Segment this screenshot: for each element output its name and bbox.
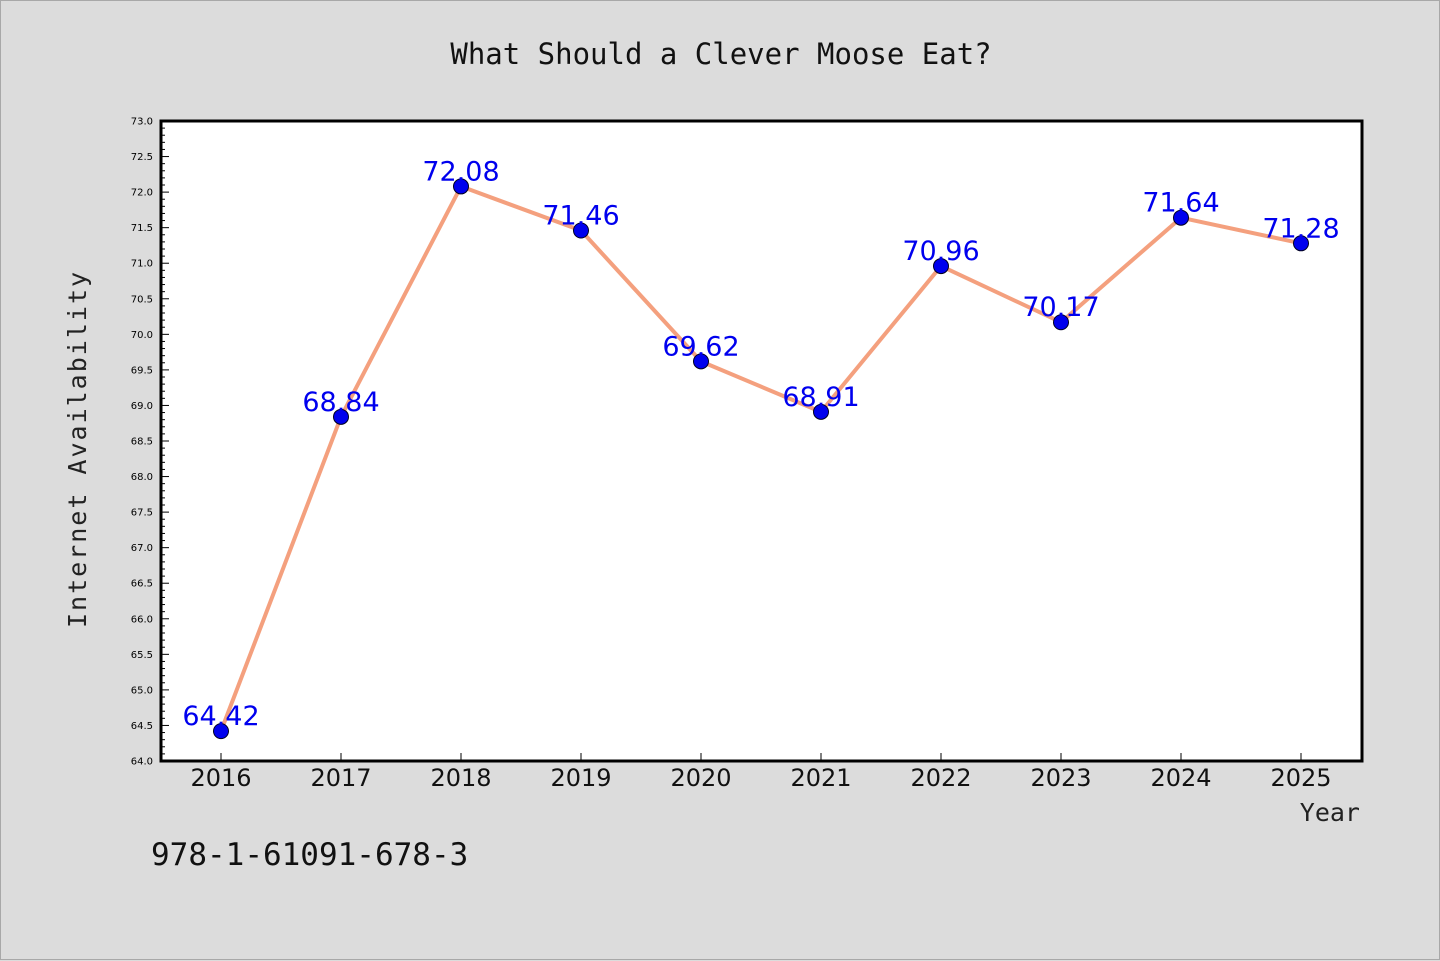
y-tick-label: 66.5 bbox=[131, 579, 153, 590]
data-point bbox=[1293, 235, 1309, 252]
y-tick-label: 65.0 bbox=[131, 685, 153, 696]
x-tick-label: 2024 bbox=[1150, 764, 1211, 792]
y-tick-label: 72.5 bbox=[131, 152, 153, 163]
y-tick-label: 69.0 bbox=[131, 401, 153, 412]
plot-area bbox=[159, 119, 1364, 763]
y-tick-label: 65.5 bbox=[131, 650, 153, 661]
x-tick-label: 2022 bbox=[910, 764, 971, 792]
y-tick-label: 66.0 bbox=[131, 614, 153, 625]
y-tick-label: 68.5 bbox=[131, 437, 153, 448]
y-tick-label: 64.5 bbox=[131, 721, 153, 732]
data-point bbox=[813, 403, 829, 420]
data-label: 71.46 bbox=[542, 201, 619, 232]
data-labels: 64.42 68.84 72.08 71.46 69.62 68.91 70.96 70.17… bbox=[182, 156, 1339, 732]
y-axis-ticks: 64.0 64.5 65.0 65.5 66.0 66.5 67.0 67.5 68.0 68.5… bbox=[131, 117, 169, 768]
x-axis-ticks: 2016 2017 2018 2019 2020 2021 2022 2023 2024 2025 bbox=[190, 753, 1332, 792]
data-label: 68.91 bbox=[782, 382, 859, 413]
data-point bbox=[573, 222, 589, 239]
data-point bbox=[213, 723, 229, 740]
x-tick-label: 2019 bbox=[550, 764, 611, 792]
y-tick-label: 71.0 bbox=[131, 259, 153, 270]
y-tick-label: 69.5 bbox=[131, 365, 153, 376]
data-point bbox=[1053, 314, 1069, 331]
x-tick-label: 2017 bbox=[310, 764, 371, 792]
series-line bbox=[219, 184, 1303, 734]
chart-title: What Should a Clever Moose Eat? bbox=[450, 37, 991, 71]
y-tick-label: 73.0 bbox=[131, 117, 153, 128]
data-label: 72.08 bbox=[422, 156, 499, 187]
data-series bbox=[213, 178, 1309, 740]
data-label: 70.96 bbox=[902, 236, 979, 267]
x-tick-label: 2025 bbox=[1270, 764, 1331, 792]
y-tick-label: 64.0 bbox=[131, 757, 153, 768]
data-label: 69.62 bbox=[662, 331, 739, 362]
y-tick-label: 70.0 bbox=[131, 330, 153, 341]
x-tick-label: 2018 bbox=[430, 764, 491, 792]
y-axis-label: Internet Availability bbox=[63, 270, 92, 628]
data-label: 68.84 bbox=[302, 387, 379, 418]
data-point bbox=[453, 178, 469, 195]
y-tick-label: 68.0 bbox=[131, 472, 153, 483]
y-tick-label: 72.0 bbox=[131, 188, 153, 199]
data-point bbox=[693, 353, 709, 370]
data-label: 71.64 bbox=[1142, 188, 1219, 219]
data-point bbox=[333, 408, 349, 425]
x-axis-label: Year bbox=[1300, 798, 1360, 827]
data-label: 70.17 bbox=[1022, 292, 1099, 323]
data-label: 71.28 bbox=[1262, 213, 1339, 244]
x-tick-label: 2021 bbox=[790, 764, 851, 792]
isbn-annotation: 978-1-61091-678-3 bbox=[151, 837, 468, 873]
y-tick-label: 70.5 bbox=[131, 294, 153, 305]
y-tick-label: 67.5 bbox=[131, 508, 153, 519]
data-label: 64.42 bbox=[182, 701, 259, 732]
data-point bbox=[1173, 209, 1189, 226]
y-tick-label: 71.5 bbox=[131, 223, 153, 234]
x-tick-label: 2020 bbox=[670, 764, 731, 792]
y-tick-label: 67.0 bbox=[131, 543, 153, 554]
x-tick-label: 2023 bbox=[1030, 764, 1091, 792]
x-tick-label: 2016 bbox=[190, 764, 251, 792]
data-point bbox=[933, 258, 949, 275]
